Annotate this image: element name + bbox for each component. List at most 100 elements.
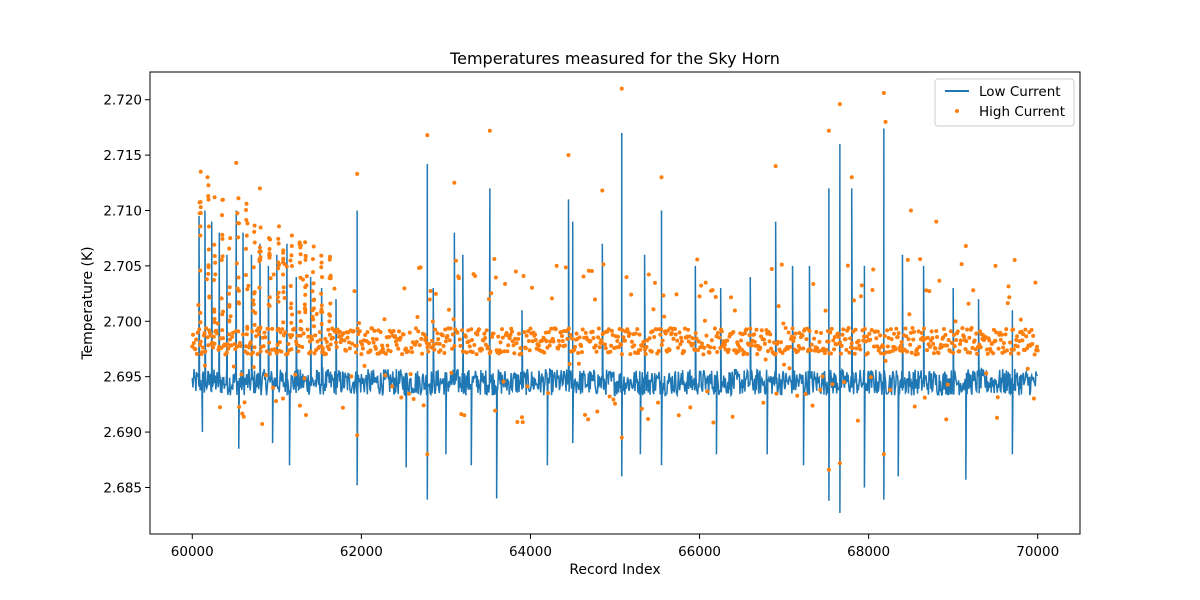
high-current-point xyxy=(773,351,778,356)
high-current-point xyxy=(729,295,734,300)
high-current-point xyxy=(834,342,839,347)
high-current-point xyxy=(910,326,915,331)
high-current-point xyxy=(212,341,217,346)
high-current-point xyxy=(486,297,491,302)
high-current-point xyxy=(323,336,328,341)
high-current-point xyxy=(430,319,435,324)
high-current-point xyxy=(239,372,244,377)
high-current-point xyxy=(408,372,413,377)
high-current-point xyxy=(194,337,199,342)
high-current-point xyxy=(353,350,358,355)
high-current-point xyxy=(374,337,379,342)
high-current-point xyxy=(220,328,225,333)
high-current-point xyxy=(945,343,950,348)
high-current-point xyxy=(340,405,345,410)
high-current-point xyxy=(719,329,724,334)
high-current-point xyxy=(268,276,273,281)
high-current-point xyxy=(212,320,217,325)
high-current-point xyxy=(862,334,867,339)
high-current-point xyxy=(809,342,814,347)
high-current-point xyxy=(603,342,608,347)
high-current-point xyxy=(433,327,438,332)
high-current-point xyxy=(978,329,983,334)
high-current-point xyxy=(378,330,383,334)
high-current-point xyxy=(690,336,695,341)
high-current-point xyxy=(420,351,425,356)
high-current-point xyxy=(236,275,241,280)
high-current-point xyxy=(848,336,853,341)
high-current-point xyxy=(686,327,691,332)
high-current-point xyxy=(678,342,683,347)
high-current-point xyxy=(925,335,930,340)
high-current-point xyxy=(807,328,812,333)
high-current-point xyxy=(679,335,684,340)
chart-title: Temperatures measured for the Sky Horn xyxy=(449,49,780,68)
high-current-point xyxy=(659,342,664,347)
high-current-point xyxy=(423,335,428,340)
high-current-point xyxy=(220,232,225,237)
x-axis-ticks: 60000 62000 64000 66000 68000 70000 xyxy=(171,534,1059,560)
high-current-point xyxy=(298,275,303,280)
high-current-point xyxy=(656,348,661,353)
high-current-point xyxy=(365,330,370,335)
high-current-point xyxy=(432,347,437,352)
high-current-point xyxy=(258,257,263,262)
high-current-point xyxy=(859,283,864,288)
high-current-point xyxy=(257,249,262,254)
high-current-point xyxy=(917,344,922,349)
high-current-point xyxy=(829,326,834,331)
high-current-point xyxy=(252,223,257,228)
high-current-point xyxy=(275,342,280,347)
high-current-point xyxy=(363,332,368,337)
high-current-point xyxy=(961,334,966,339)
high-current-point xyxy=(822,351,827,356)
high-current-point xyxy=(221,336,226,341)
high-current-point xyxy=(469,327,474,332)
high-current-point xyxy=(371,340,376,345)
high-current-point xyxy=(231,330,236,335)
high-current-point xyxy=(559,334,564,338)
high-current-point xyxy=(675,338,680,343)
high-current-point xyxy=(804,337,809,342)
high-current-point xyxy=(448,326,453,331)
high-current-point xyxy=(761,400,766,405)
high-current-point xyxy=(368,348,373,353)
high-current-point xyxy=(890,349,895,354)
high-current-point xyxy=(319,291,324,296)
high-current-point xyxy=(237,340,242,345)
high-current-point xyxy=(912,404,917,409)
high-current-point xyxy=(984,371,989,376)
high-current-point xyxy=(360,342,365,347)
high-current-point xyxy=(459,412,464,417)
high-current-point xyxy=(628,352,633,357)
high-current-point xyxy=(351,329,356,334)
high-current-point xyxy=(231,364,236,369)
high-current-point xyxy=(817,339,822,344)
high-current-point xyxy=(332,286,337,291)
high-current-point xyxy=(345,335,350,340)
high-current-point xyxy=(762,337,767,342)
high-current-point xyxy=(659,327,664,332)
high-current-point xyxy=(220,213,225,218)
high-current-point xyxy=(958,341,963,346)
high-current-point xyxy=(505,349,510,354)
high-current-point xyxy=(1004,348,1009,353)
high-current-point xyxy=(615,339,620,343)
high-current-point xyxy=(987,338,992,343)
high-current-point xyxy=(521,273,526,278)
high-current-point xyxy=(276,266,281,271)
high-current-point xyxy=(473,273,478,278)
high-current-point xyxy=(198,233,203,238)
high-current-point xyxy=(1012,258,1017,262)
high-current-point xyxy=(677,330,682,335)
high-current-point xyxy=(1008,351,1013,356)
high-current-point xyxy=(488,349,493,354)
high-current-point xyxy=(433,291,438,296)
high-current-point xyxy=(929,329,934,334)
high-current-point xyxy=(732,308,737,313)
high-current-point xyxy=(198,320,203,325)
high-current-point xyxy=(758,345,763,350)
high-current-point xyxy=(812,336,817,341)
high-current-point xyxy=(590,329,595,334)
